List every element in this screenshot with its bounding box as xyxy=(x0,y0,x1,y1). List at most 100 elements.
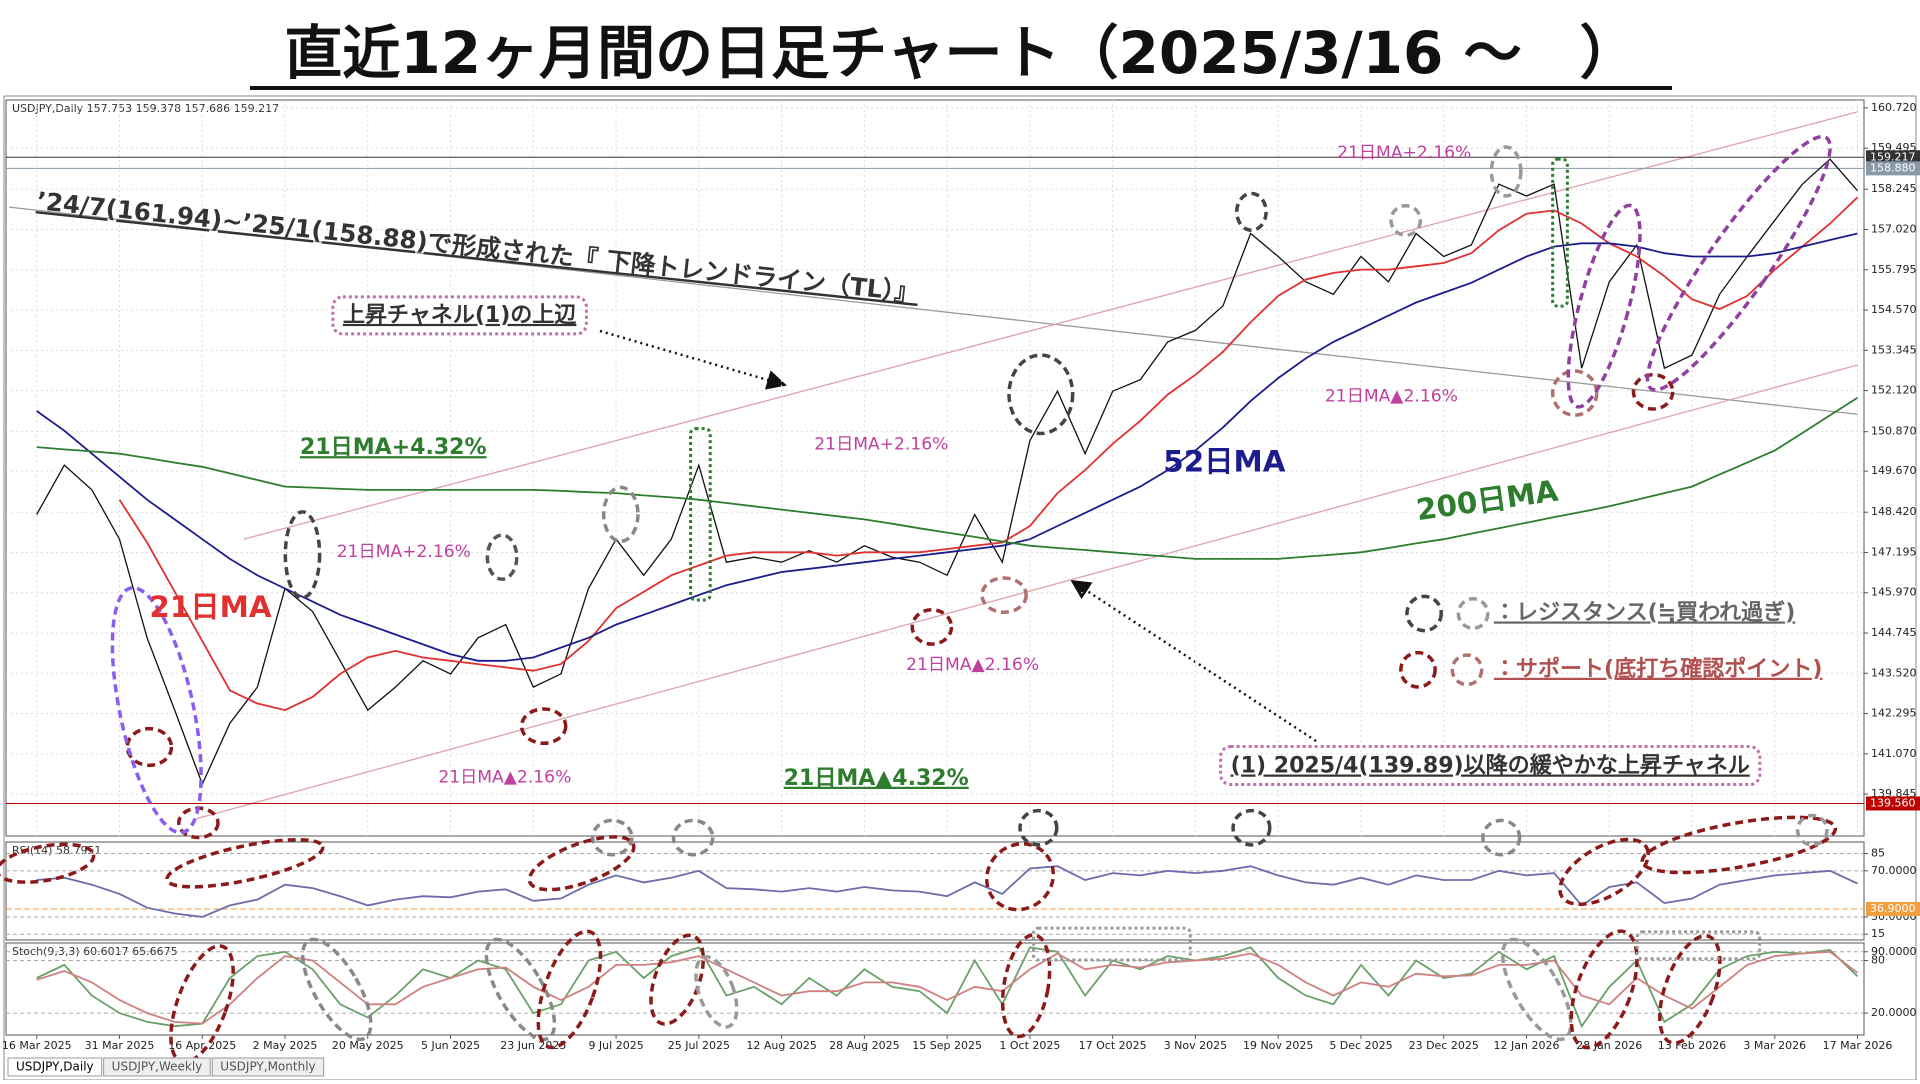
x-tick-label: 20 May 2025 xyxy=(332,1039,404,1052)
tab-label: USDJPY,Weekly xyxy=(112,1060,203,1074)
series-line xyxy=(36,865,1858,918)
highlight-ellipse xyxy=(1558,837,1650,906)
series-line xyxy=(36,158,1858,786)
series-label: 52日MA xyxy=(1163,444,1285,478)
x-tick-label: 12 Aug 2025 xyxy=(746,1039,816,1052)
highlight-ellipse xyxy=(1000,933,1052,1039)
highlight-box xyxy=(1551,157,1569,308)
x-tick-label: 16 Apr 2025 xyxy=(168,1039,236,1052)
annotation: ：レジスタンス(≒買われ過ぎ) xyxy=(1494,599,1795,625)
y-tick-label: 90.0000 xyxy=(1871,945,1917,958)
highlight-ellipse xyxy=(1795,813,1829,847)
y-tick-label: 85 xyxy=(1871,847,1885,860)
level-label: 158.880 xyxy=(1870,161,1916,174)
annotation: 21日MA▲4.32% xyxy=(784,766,969,791)
highlight-ellipse xyxy=(590,818,634,857)
level-label: 159.217 xyxy=(1870,150,1916,163)
y-tick-label: 152.120 xyxy=(1871,384,1917,397)
y-tick-label: 143.520 xyxy=(1871,666,1917,679)
annotation: 21日MA▲2.16% xyxy=(1325,387,1458,407)
y-tick-label: 144.745 xyxy=(1871,626,1917,639)
highlight-ellipse xyxy=(1399,650,1437,689)
y-tick-label: 15 xyxy=(1871,927,1885,940)
x-tick-label: 12 Jan 2026 xyxy=(1494,1039,1560,1052)
x-tick-label: 2 May 2025 xyxy=(253,1039,318,1052)
highlight-ellipse xyxy=(0,842,96,884)
highlight-ellipse xyxy=(1645,134,1832,392)
x-tick-label: 17 Mar 2026 xyxy=(1823,1039,1893,1052)
arrow xyxy=(1070,579,1317,743)
x-tick-label: 5 Dec 2025 xyxy=(1329,1039,1392,1052)
level-label: 139.560 xyxy=(1870,796,1916,809)
level-label: 36.9000 xyxy=(1870,902,1916,915)
series-line xyxy=(36,946,1859,1029)
highlight-ellipse xyxy=(1405,594,1443,633)
y-tick-label: 80 xyxy=(1871,954,1885,967)
series-label: 200日MA xyxy=(1414,474,1560,528)
x-tick-label: 1 Oct 2025 xyxy=(999,1039,1060,1052)
x-tick-label: 9 Jul 2025 xyxy=(588,1039,643,1052)
highlight-box xyxy=(689,427,712,602)
x-tick-label: 19 Nov 2025 xyxy=(1243,1039,1313,1052)
highlight-ellipse xyxy=(1489,145,1523,198)
highlight-ellipse xyxy=(1658,934,1722,1045)
tab[interactable] xyxy=(103,1057,211,1077)
series-line xyxy=(36,397,1858,560)
highlight-ellipse xyxy=(485,533,519,581)
highlight-box xyxy=(1031,926,1192,962)
annotation-box xyxy=(1219,745,1762,787)
level-label-box xyxy=(1866,796,1920,811)
highlight-ellipse xyxy=(1631,372,1675,411)
highlight-ellipse xyxy=(601,485,640,543)
x-tick-label: 15 Sep 2025 xyxy=(912,1039,982,1052)
y-tick-label: 155.795 xyxy=(1871,263,1917,276)
annotation: 21日MA+2.16% xyxy=(814,434,948,454)
highlight-ellipse xyxy=(300,937,373,1042)
highlight-ellipse xyxy=(1231,808,1272,847)
level-label-box xyxy=(1866,161,1920,176)
x-tick-label: 31 Mar 2025 xyxy=(85,1039,155,1052)
annotation: 21日MA▲2.16% xyxy=(906,655,1039,675)
highlight-ellipse xyxy=(694,955,739,1029)
highlight-ellipse xyxy=(283,510,322,600)
highlight-ellipse xyxy=(1569,929,1639,1050)
highlight-ellipse xyxy=(1007,353,1075,436)
y-tick-label: 149.670 xyxy=(1871,464,1917,477)
highlight-ellipse xyxy=(1450,653,1484,687)
highlight-ellipse xyxy=(1456,597,1490,630)
annotation: 21日MA+2.16% xyxy=(1337,143,1471,163)
annotation: ’24/7(161.94)~’25/1(158.88)で形成された『 下降トレン… xyxy=(35,186,920,308)
trend-line xyxy=(243,111,1858,540)
highlight-ellipse xyxy=(165,837,325,889)
highlight-ellipse xyxy=(110,586,203,835)
panel xyxy=(5,99,1865,837)
y-tick-label: 142.295 xyxy=(1871,707,1917,720)
y-tick-label: 160.720 xyxy=(1871,101,1917,114)
tab[interactable] xyxy=(7,1057,103,1077)
y-tick-label: 70.0000 xyxy=(1871,864,1917,877)
level-label-box xyxy=(1866,901,1920,916)
series-label: 21日MA xyxy=(149,590,271,624)
annotation: 21日MA+2.16% xyxy=(337,542,471,562)
highlight-ellipse xyxy=(980,576,1028,614)
level-label-box xyxy=(1866,150,1920,165)
panel-header: USDJPY,Daily 157.753 159.378 157.686 159… xyxy=(12,102,279,115)
panel-header: Stoch(9,3,3) 60.6017 65.6675 xyxy=(12,945,178,958)
tab[interactable] xyxy=(211,1057,325,1077)
y-tick-label: 154.570 xyxy=(1871,303,1917,316)
x-tick-label: 28 Jan 2026 xyxy=(1576,1039,1642,1052)
tab-label: USDJPY,Daily xyxy=(16,1060,94,1074)
frame xyxy=(3,95,1917,1081)
y-tick-label: 147.195 xyxy=(1871,545,1917,558)
highlight-ellipse xyxy=(1389,203,1423,237)
y-tick-label: 20.0000 xyxy=(1871,1006,1917,1019)
highlight-ellipse xyxy=(1566,203,1642,409)
x-tick-label: 17 Oct 2025 xyxy=(1079,1039,1147,1052)
tab-label: USDJPY,Monthly xyxy=(220,1060,315,1074)
x-tick-label: 3 Mar 2026 xyxy=(1743,1039,1806,1052)
highlight-ellipse xyxy=(671,818,715,857)
y-tick-label: 153.345 xyxy=(1871,343,1917,356)
annotation: ：サポート(底打ち確認ポイント) xyxy=(1494,656,1823,682)
highlight-box xyxy=(1635,930,1762,961)
